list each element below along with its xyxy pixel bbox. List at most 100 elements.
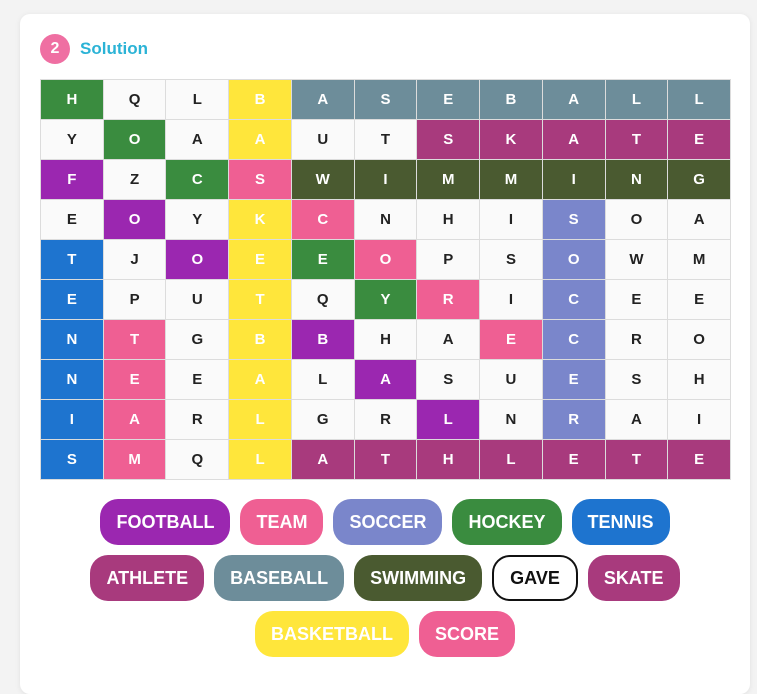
grid-cell: M <box>103 440 167 480</box>
word-pill-hockey[interactable]: HOCKEY <box>452 499 562 545</box>
grid-cell: N <box>41 320 104 360</box>
grid-cell: U <box>480 360 543 400</box>
grid-cell: K <box>229 200 292 240</box>
grid-cell: Q <box>291 280 355 320</box>
section-title: Solution <box>80 39 148 58</box>
word-pill-score[interactable]: SCORE <box>418 611 515 657</box>
grid-cell: E <box>229 240 292 280</box>
grid-cell: T <box>354 120 418 160</box>
grid-cell: S <box>354 80 418 120</box>
grid-cell: O <box>354 240 418 280</box>
grid-cell: Y <box>354 280 418 320</box>
grid-cell: H <box>354 320 418 360</box>
grid-cell: E <box>668 120 731 160</box>
grid-cell: O <box>166 240 230 280</box>
word-pill-athlete[interactable]: ATHLETE <box>90 555 205 601</box>
word-pill-baseball[interactable]: BASEBALL <box>214 555 345 601</box>
word-list: FOOTBALL TEAM SOCCER HOCKEY TENNIS ATHLETE BAS… <box>20 499 750 667</box>
grid-cell: C <box>166 160 230 200</box>
grid-cell: H <box>417 440 481 480</box>
grid-cell: N <box>605 160 669 200</box>
grid-cell: E <box>542 440 606 480</box>
grid-cell: I <box>41 400 104 440</box>
word-pill-team[interactable]: TEAM <box>240 499 324 545</box>
grid-cell: I <box>480 280 543 320</box>
grid-cell: I <box>668 400 731 440</box>
grid-cell: W <box>291 160 355 200</box>
grid-cell: L <box>480 440 543 480</box>
word-pill-soccer[interactable]: SOCCER <box>333 499 443 545</box>
grid-cell: N <box>480 400 543 440</box>
grid-cell: N <box>354 200 418 240</box>
grid-cell: J <box>103 240 167 280</box>
word-pill-gave[interactable]: GAVE <box>492 555 578 601</box>
step-number-badge: 2 <box>40 34 70 64</box>
grid-cell: E <box>417 80 481 120</box>
grid-cell: T <box>229 280 292 320</box>
grid-cell: G <box>668 160 731 200</box>
grid-cell: N <box>41 360 104 400</box>
grid-cell: S <box>417 360 481 400</box>
grid-cell: U <box>166 280 230 320</box>
grid-cell: A <box>417 320 481 360</box>
grid-cell: L <box>229 440 292 480</box>
grid-cell: O <box>103 120 167 160</box>
grid-cell: E <box>41 200 104 240</box>
grid-cell: M <box>417 160 481 200</box>
word-pill-basketball[interactable]: BASKETBALL <box>254 611 409 657</box>
grid-cell: Y <box>41 120 104 160</box>
grid-cell: B <box>480 80 543 120</box>
grid-cell: M <box>480 160 543 200</box>
grid-cell: E <box>668 440 731 480</box>
grid-cell: R <box>354 400 418 440</box>
grid-cell: P <box>103 280 167 320</box>
word-pill-swimming[interactable]: SWIMMING <box>354 555 483 601</box>
grid-cell: G <box>166 320 230 360</box>
grid-cell: R <box>166 400 230 440</box>
grid-cell: I <box>480 200 543 240</box>
grid-cell: H <box>668 360 731 400</box>
grid-cell: U <box>291 120 355 160</box>
word-pill-skate[interactable]: SKATE <box>587 555 680 601</box>
grid-cell: S <box>605 360 669 400</box>
grid-cell: Q <box>103 80 167 120</box>
grid-cell: B <box>229 80 292 120</box>
grid-cell: Y <box>166 200 230 240</box>
grid-cell: P <box>417 240 481 280</box>
word-row: BASKETBALL SCORE <box>250 611 520 657</box>
grid-cell: C <box>542 320 606 360</box>
grid-cell: S <box>480 240 543 280</box>
grid-cell: T <box>103 320 167 360</box>
grid-cell: A <box>542 120 606 160</box>
grid-cell: L <box>417 400 481 440</box>
grid-cell: T <box>354 440 418 480</box>
grid-cell: E <box>166 360 230 400</box>
grid-cell: A <box>668 200 731 240</box>
grid-cell: W <box>605 240 669 280</box>
grid-cell: K <box>480 120 543 160</box>
grid-cell: Q <box>166 440 230 480</box>
grid-cell: G <box>291 400 355 440</box>
word-pill-football[interactable]: FOOTBALL <box>100 499 231 545</box>
grid-cell: A <box>103 400 167 440</box>
grid-cell: A <box>229 120 292 160</box>
grid-cell: R <box>542 400 606 440</box>
grid-cell: A <box>542 80 606 120</box>
word-pill-tennis[interactable]: TENNIS <box>571 499 670 545</box>
grid-cell: Z <box>103 160 167 200</box>
grid-cell: H <box>417 200 481 240</box>
grid-cell: A <box>291 440 355 480</box>
grid-cell: O <box>668 320 731 360</box>
grid-cell: E <box>605 280 669 320</box>
grid-cell: S <box>542 200 606 240</box>
word-row: ATHLETE BASEBALL SWIMMING GAVE SKATE <box>85 555 684 601</box>
grid-cell: A <box>354 360 418 400</box>
grid-cell: H <box>41 80 104 120</box>
grid-cell: L <box>229 400 292 440</box>
solution-header: 2 Solution <box>40 34 148 64</box>
grid-cell: S <box>417 120 481 160</box>
grid-cell: C <box>542 280 606 320</box>
grid-cell: F <box>41 160 104 200</box>
